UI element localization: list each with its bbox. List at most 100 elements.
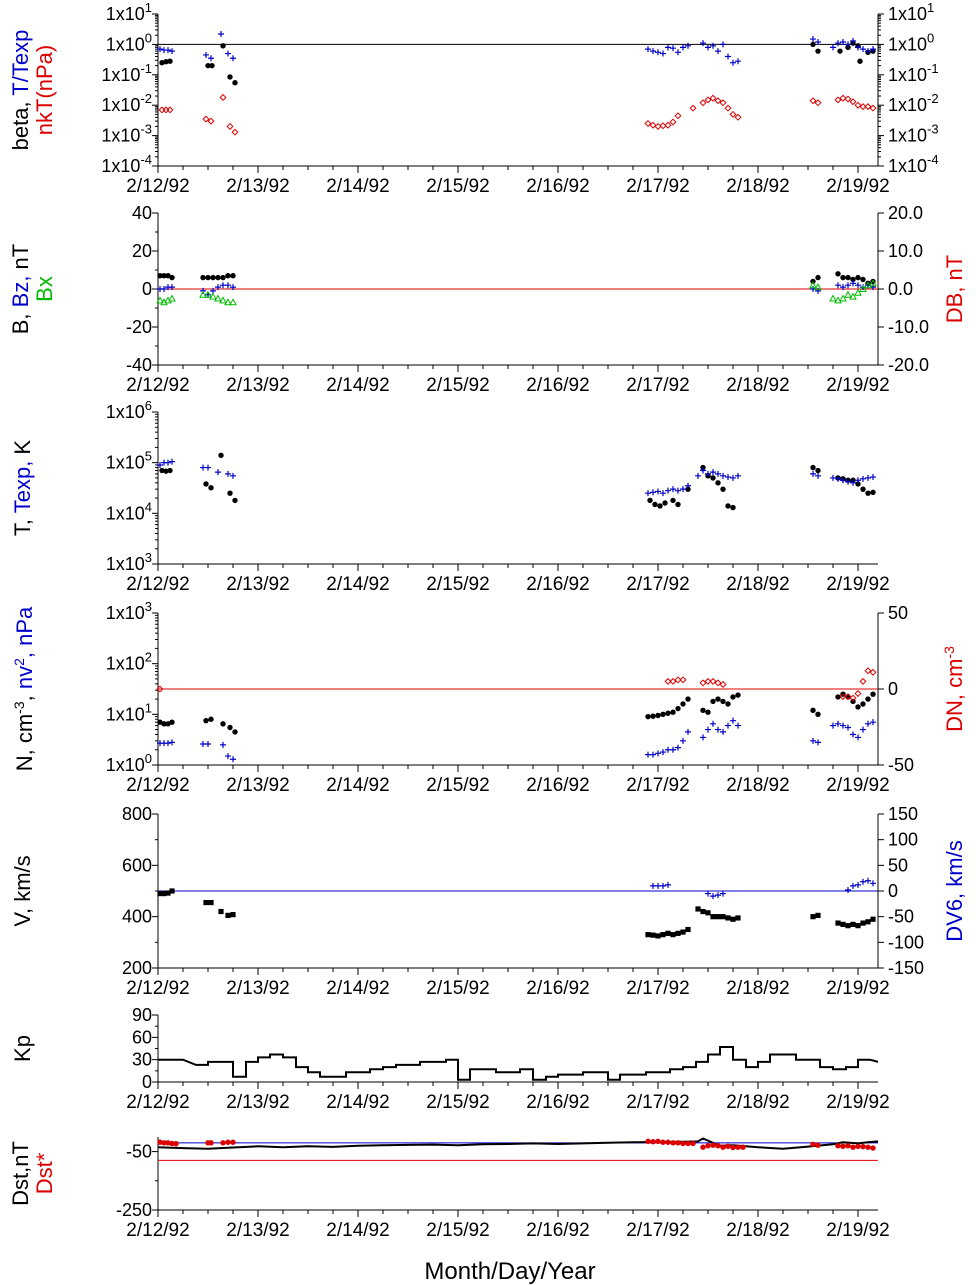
x-tick-label: 2/19/92 [826,978,889,999]
data-point [209,62,215,69]
data-point [715,892,721,899]
data-point [830,474,836,481]
data-point [730,504,736,511]
data-point [815,287,821,294]
data-point [730,474,736,481]
data-point [869,668,877,676]
data-point [665,1139,671,1145]
data-point [840,921,846,927]
series-dst- [157,1138,876,1151]
data-point [835,475,841,482]
data-point [725,1143,731,1150]
y-tick-label-left: 0 [142,279,152,299]
y-tick-label-right: -100 [888,932,924,952]
data-point [157,1139,163,1145]
data-point [715,48,721,55]
data-point [829,294,837,302]
data-point [225,1139,231,1145]
x-tick-label: 2/15/92 [426,375,489,396]
data-point [169,719,175,725]
data-point [158,106,166,114]
y-axis-label: N, cm-3, nv2, nPa [11,606,37,771]
data-point [232,79,238,86]
y-tick-label-left: 1x101 [106,0,152,24]
data-point [864,667,872,675]
x-tick-label: 2/19/92 [826,176,889,197]
data-point [715,480,721,486]
x-tick-label: 2/15/92 [426,978,489,999]
data-point [161,1140,167,1146]
data-point [850,276,856,283]
y-tick-label-left: 200 [122,958,152,978]
data-point [218,30,224,37]
data-point [814,99,822,107]
data-point [850,882,856,889]
series-dn [156,667,877,702]
data-point [169,888,175,894]
data-point [660,50,666,57]
data-point [679,676,687,684]
data-point [204,290,212,298]
y-tick-label-left: 1x105 [106,449,152,473]
data-point [725,474,731,481]
y-axis-label: T, Texp, K [10,440,35,537]
data-point [870,46,876,53]
data-point [665,930,671,936]
data-point [215,469,221,476]
data-point [203,899,209,906]
y-tick-label-right: 100 [888,830,918,850]
data-point [709,677,717,685]
data-point [650,751,656,758]
data-point [865,919,871,925]
data-point [650,48,656,55]
data-point [735,472,741,479]
data-point [729,110,737,118]
data-point [227,74,233,80]
data-point [865,1144,871,1150]
data-point [157,890,163,897]
data-point [205,464,211,471]
y-tick-label-right: 1x10-2 [888,91,939,115]
x-tick-label: 2/14/92 [326,775,389,796]
y-tick-label-left: -20 [126,317,152,337]
series-t [159,452,876,511]
y-tick-label-left: 0 [142,1072,152,1092]
data-point [840,1143,846,1150]
data-point [655,488,661,495]
data-point [685,486,691,492]
data-point [855,923,861,929]
x-tick-label: 2/16/92 [526,176,589,197]
data-point [730,694,736,700]
data-point [225,282,231,289]
y-axis-label: V, km/s [10,855,35,926]
x-tick-label: 2/18/92 [726,775,789,796]
data-point [710,1142,716,1148]
data-point [815,48,821,54]
data-point [165,890,171,896]
data-point [232,729,238,735]
y-tick-label-left: 1x100 [106,751,152,775]
x-tick-label: 2/15/92 [426,574,489,595]
y-tick-label-right: -50 [888,755,914,775]
data-point [870,474,876,481]
x-tick-label: 2/19/92 [826,1220,889,1241]
x-tick-label: 2/13/92 [226,176,289,197]
y-tick-label-right: -50 [888,907,914,927]
y-tick-label-right: 20.0 [888,203,923,223]
data-point [840,477,846,484]
data-point [157,46,163,53]
data-point [167,467,173,474]
x-tick-label: 2/18/92 [726,1092,789,1113]
data-point [165,1140,171,1146]
data-point [208,716,214,722]
data-point [730,717,736,724]
data-point [645,1138,651,1145]
data-point [855,734,861,741]
data-point [700,1144,706,1150]
x-tick-label: 2/17/92 [626,574,689,595]
data-point [680,929,686,935]
y-tick-label-left: 20 [132,241,152,261]
data-point [644,119,652,128]
